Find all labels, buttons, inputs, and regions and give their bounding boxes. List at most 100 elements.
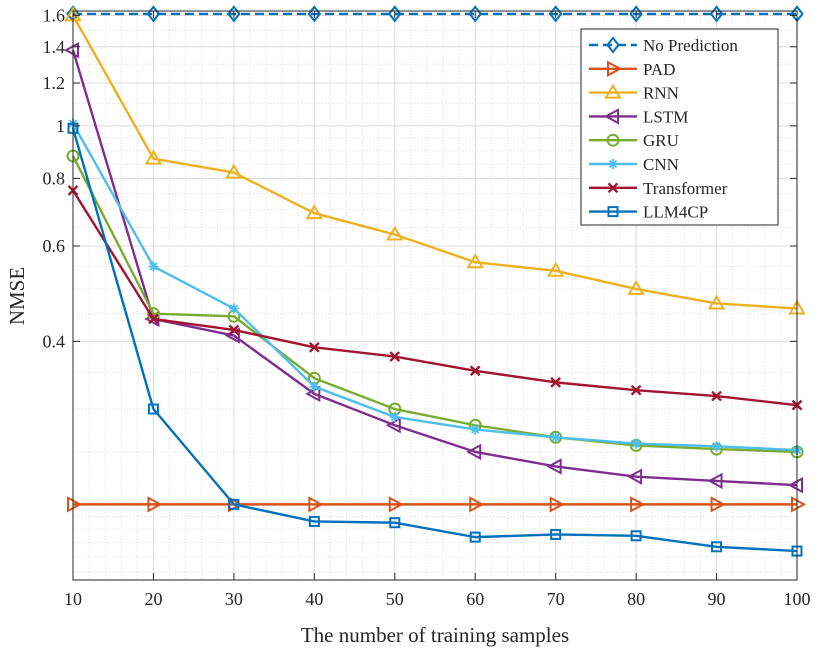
legend-label: Transformer	[643, 179, 728, 198]
data-point-transformer	[469, 365, 481, 377]
x-tick-label: 50	[386, 589, 404, 609]
legend-entry-no-prediction: No Prediction	[589, 36, 738, 55]
legend-label: No Prediction	[643, 36, 738, 55]
data-point-cnn	[228, 303, 239, 314]
data-point-lstm	[385, 417, 401, 434]
data-point-llm4cp	[630, 530, 642, 542]
y-tick-label: 0.4	[43, 331, 66, 351]
y-tick-label: 1.4	[43, 37, 66, 57]
x-tick-label: 40	[305, 589, 323, 609]
data-point-cnn	[550, 432, 561, 443]
legend-label: LSTM	[643, 107, 688, 126]
data-point-cnn	[711, 441, 722, 452]
data-point-cnn	[470, 424, 481, 435]
legend-marker	[606, 36, 620, 54]
series-cnn	[68, 118, 802, 456]
legend-entry-gru: GRU	[589, 131, 679, 150]
data-point-pad	[710, 496, 726, 513]
data-point-no-prediction	[468, 5, 482, 23]
data-point-no-prediction	[227, 5, 241, 23]
legend-label: LLM4CP	[643, 203, 708, 222]
data-point-rnn	[627, 279, 645, 295]
x-tick-label: 90	[708, 589, 726, 609]
y-tick-label: 0.8	[43, 168, 66, 188]
data-point-lstm	[787, 477, 803, 494]
data-point-rnn	[144, 149, 163, 165]
data-point-no-prediction	[629, 5, 643, 23]
legend-label: GRU	[643, 131, 679, 150]
legend-label: CNN	[643, 155, 679, 174]
series-line-transformer	[71, 189, 798, 407]
legend-label: PAD	[643, 60, 675, 79]
series-line-llm4cp	[71, 127, 798, 553]
x-axis-title: The number of training samples	[301, 623, 569, 647]
data-point-transformer	[711, 390, 722, 402]
legend-entry-transformer: Transformer	[589, 179, 728, 198]
data-point-transformer	[308, 341, 320, 353]
data-point-pad	[308, 496, 324, 513]
legend-entry-llm4cp: LLM4CP	[589, 203, 708, 222]
data-point-pad	[791, 496, 807, 513]
data-point-pad	[388, 496, 404, 513]
data-point-rnn	[707, 294, 726, 310]
data-point-rnn	[466, 253, 484, 269]
legend-entry-pad: PAD	[589, 60, 675, 79]
legend-marker	[604, 83, 622, 99]
data-point-llm4cp	[550, 528, 562, 540]
data-point-pad	[549, 496, 565, 513]
data-point-transformer	[550, 377, 562, 388]
data-point-pad	[67, 496, 83, 513]
data-point-cnn	[631, 438, 642, 449]
legend-entry-rnn: RNN	[589, 84, 679, 103]
data-point-rnn	[546, 261, 565, 277]
legend-marker	[603, 108, 619, 125]
x-tick-label: 20	[144, 589, 162, 609]
y-tick-label: 1.2	[43, 73, 66, 93]
data-point-pad	[630, 496, 646, 513]
data-point-lstm	[546, 458, 562, 475]
legend-marker	[606, 133, 620, 147]
data-point-pad	[147, 496, 163, 513]
y-axis-title: NMSE	[5, 267, 29, 325]
data-point-cnn	[389, 411, 400, 422]
series-rnn	[64, 6, 806, 315]
data-point-no-prediction	[307, 5, 322, 23]
data-point-rnn	[305, 204, 324, 220]
data-point-no-prediction	[548, 5, 563, 23]
x-tick-label: 80	[627, 589, 645, 609]
x-tick-label: 70	[547, 589, 565, 609]
plot-frame	[72, 10, 798, 581]
series-line-rnn	[71, 14, 798, 310]
x-tick-label: 10	[64, 589, 82, 609]
y-tick-label: 1	[56, 116, 65, 136]
legend: No Prediction PAD RNN LSTM GRU CNN Transformer…	[580, 28, 779, 226]
legend-box	[580, 28, 779, 226]
data-point-llm4cp	[389, 517, 401, 529]
data-point-lstm	[63, 41, 79, 59]
data-point-llm4cp	[711, 541, 723, 553]
data-point-lstm	[627, 468, 643, 485]
data-point-llm4cp	[469, 531, 481, 543]
legend-label: RNN	[643, 84, 679, 103]
data-point-lstm	[466, 443, 482, 461]
data-point-cnn	[309, 381, 320, 392]
x-tick-label: 30	[225, 589, 243, 609]
legend-marker	[607, 206, 619, 218]
y-tick-label: 1.6	[43, 5, 66, 25]
data-point-cnn	[148, 261, 159, 272]
data-point-lstm	[305, 385, 321, 403]
data-point-no-prediction	[146, 5, 161, 23]
legend-entry-cnn: CNN	[589, 155, 679, 174]
y-tick-label: 0.6	[43, 236, 66, 256]
ticks: 10 20 30 40 50 60 70 80 90 100 0.4 0.6 0.8 1 1.2 1.4 1.6	[43, 5, 811, 609]
x-tick-label: 100	[784, 589, 811, 609]
legend-marker	[608, 159, 618, 169]
data-point-no-prediction	[709, 5, 724, 23]
data-point-lstm	[707, 472, 723, 490]
legend-marker	[607, 60, 623, 77]
data-point-transformer	[148, 313, 159, 325]
data-point-transformer	[228, 324, 240, 336]
data-point-transformer	[630, 384, 642, 396]
series-llm4cp	[67, 122, 803, 557]
